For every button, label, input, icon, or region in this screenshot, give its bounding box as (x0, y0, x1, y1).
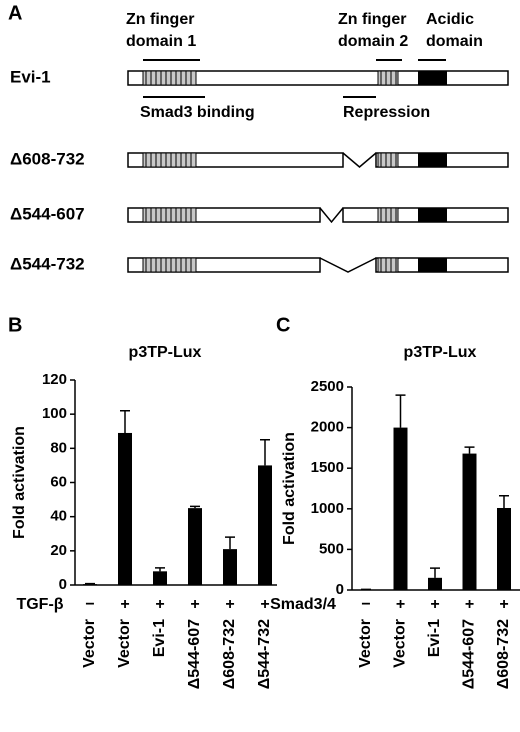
y-tick-label: 120 (42, 371, 67, 388)
deletion (319, 207, 344, 224)
zn-finger-1 (142, 257, 197, 273)
treatment-label: Smad3/4 (270, 596, 336, 613)
x-tick-label: Vector (357, 619, 374, 668)
error-bar (430, 567, 440, 578)
y-axis-label: Fold activation (11, 426, 28, 539)
treatment-sign: + (155, 596, 164, 613)
domain-lines (143, 59, 446, 98)
x-tick-label: Δ544-607 (461, 619, 478, 689)
error-bar (260, 439, 270, 466)
zn-finger-2 (377, 257, 399, 273)
treatment-sign: + (499, 596, 508, 613)
y-tick-label: 40 (50, 508, 67, 525)
x-tick-label: Δ544-607 (186, 619, 203, 689)
deletion (319, 257, 377, 273)
error-bar (225, 536, 235, 550)
y-tick-label: 100 (42, 405, 67, 422)
error-bar (120, 410, 130, 433)
treatment-sign: + (465, 596, 474, 613)
error-bar (395, 394, 406, 428)
bar (428, 577, 442, 590)
domain-label: domain 2 (338, 33, 408, 50)
domain-label: domain (426, 33, 483, 50)
chart-title: p3TP-Lux (404, 344, 477, 361)
protein-bar (127, 70, 509, 86)
acidic-domain (418, 71, 447, 85)
domain-label: Zn finger (126, 11, 194, 28)
y-tick-label: 80 (50, 439, 67, 456)
x-tick-label: Evi-1 (151, 619, 168, 657)
zn-finger-1 (142, 207, 197, 223)
treatment-sign: − (361, 596, 370, 613)
y-tick-label: 20 (50, 542, 67, 559)
bar (462, 453, 477, 590)
y-tick-label: 1000 (311, 500, 344, 517)
bar (153, 571, 167, 585)
acidic-domain (418, 208, 447, 222)
construct-label: Δ544-732 (10, 254, 85, 273)
acidic-domain (418, 258, 447, 272)
bar (393, 427, 408, 590)
chart-title: p3TP-Lux (129, 344, 202, 361)
x-tick-label: Evi-1 (426, 619, 443, 657)
domain-label: domain 1 (126, 33, 196, 50)
treatment-sign: + (430, 596, 439, 613)
zn-finger-1 (142, 152, 197, 168)
bar (83, 584, 97, 585)
deletion (342, 152, 377, 168)
panel-label: C (276, 314, 290, 336)
y-tick-label: 60 (50, 473, 67, 490)
error-bar (464, 446, 475, 454)
treatment-sign: + (190, 596, 199, 613)
x-tick-label: Vector (392, 619, 409, 668)
zn-finger-2 (377, 207, 399, 223)
error-bar (155, 567, 165, 572)
domain-label: Acidic (426, 11, 474, 28)
y-tick-label: 2000 (311, 419, 344, 436)
region-label: Repression (343, 104, 430, 121)
y-tick-label: 0 (59, 576, 67, 593)
panel-label: A (8, 2, 22, 24)
y-axis-label: Fold activation (281, 432, 298, 545)
treatment-label: TGF-β (16, 596, 63, 613)
construct-label: Δ608-732 (10, 149, 85, 168)
construct-label: Evi-1 (10, 67, 51, 86)
zn-finger-2 (377, 70, 399, 86)
acidic-domain (418, 153, 447, 167)
y-tick-label: 1500 (311, 459, 344, 476)
domain-label: Zn finger (338, 11, 406, 28)
x-tick-label: Vector (81, 619, 98, 668)
construct-label: Δ544-607 (10, 204, 85, 223)
x-tick-label: Δ608-732 (221, 619, 238, 689)
error-bar (499, 495, 509, 508)
x-tick-label: Δ608-732 (495, 619, 512, 689)
x-tick-label: Δ544-732 (256, 619, 273, 689)
y-tick-label: 500 (319, 540, 344, 557)
bar (188, 508, 202, 585)
treatment-sign: + (120, 596, 129, 613)
treatment-sign: + (396, 596, 405, 613)
bar (223, 549, 237, 585)
y-tick-label: 0 (336, 581, 344, 598)
error-bar (85, 582, 95, 585)
treatment-sign: + (260, 596, 269, 613)
region-label: Smad3 binding (140, 104, 255, 121)
treatment-sign: + (225, 596, 234, 613)
zn-finger-2 (377, 152, 399, 168)
bar (258, 465, 272, 585)
zn-finger-1 (142, 70, 197, 86)
x-tick-label: Vector (116, 619, 133, 668)
treatment-sign: − (85, 596, 94, 613)
bar (497, 507, 511, 590)
bar (118, 432, 132, 585)
panel-label: B (8, 314, 22, 336)
y-tick-label: 2500 (311, 378, 344, 395)
error-bar (190, 505, 200, 509)
